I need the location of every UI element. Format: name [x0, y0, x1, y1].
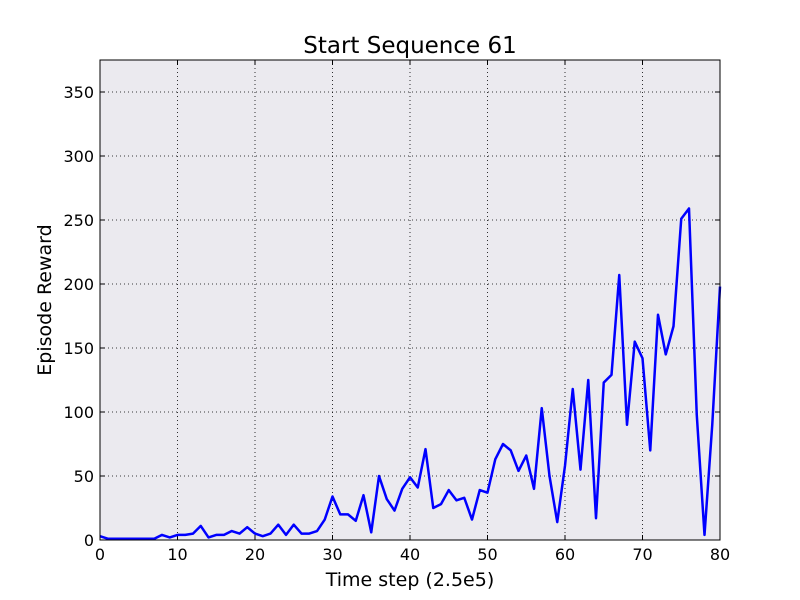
y-tick-label: 300 [63, 147, 94, 166]
x-tick-label: 10 [167, 545, 187, 564]
x-tick-label: 50 [477, 545, 497, 564]
x-axis-label: Time step (2.5e5) [325, 569, 495, 591]
x-tick-label: 30 [322, 545, 342, 564]
y-tick-label: 0 [84, 531, 94, 550]
data-points [99, 208, 721, 539]
x-tick-label: 0 [95, 545, 105, 564]
y-tick-label: 50 [74, 467, 94, 486]
y-tick-label: 150 [63, 339, 94, 358]
y-tick-label: 100 [63, 403, 94, 422]
chart-title: Start Sequence 61 [303, 33, 517, 59]
y-tick-label: 200 [63, 275, 94, 294]
x-tick-label: 40 [400, 545, 420, 564]
x-tick-label: 60 [555, 545, 575, 564]
y-tick-label: 350 [63, 83, 94, 102]
axis-ticks [99, 60, 721, 541]
x-tick-label: 20 [245, 545, 265, 564]
y-tick-labels: 0 50 100 150 200 250 300 350 [63, 83, 94, 550]
x-tick-label: 80 [710, 545, 730, 564]
y-tick-label: 250 [63, 211, 94, 230]
y-axis-label: Episode Reward [34, 224, 56, 375]
x-tick-labels: 0 10 20 30 40 50 60 70 80 [95, 545, 730, 564]
grid-lines [100, 60, 720, 540]
plot-frame [99, 59, 721, 541]
x-tick-label: 70 [632, 545, 652, 564]
